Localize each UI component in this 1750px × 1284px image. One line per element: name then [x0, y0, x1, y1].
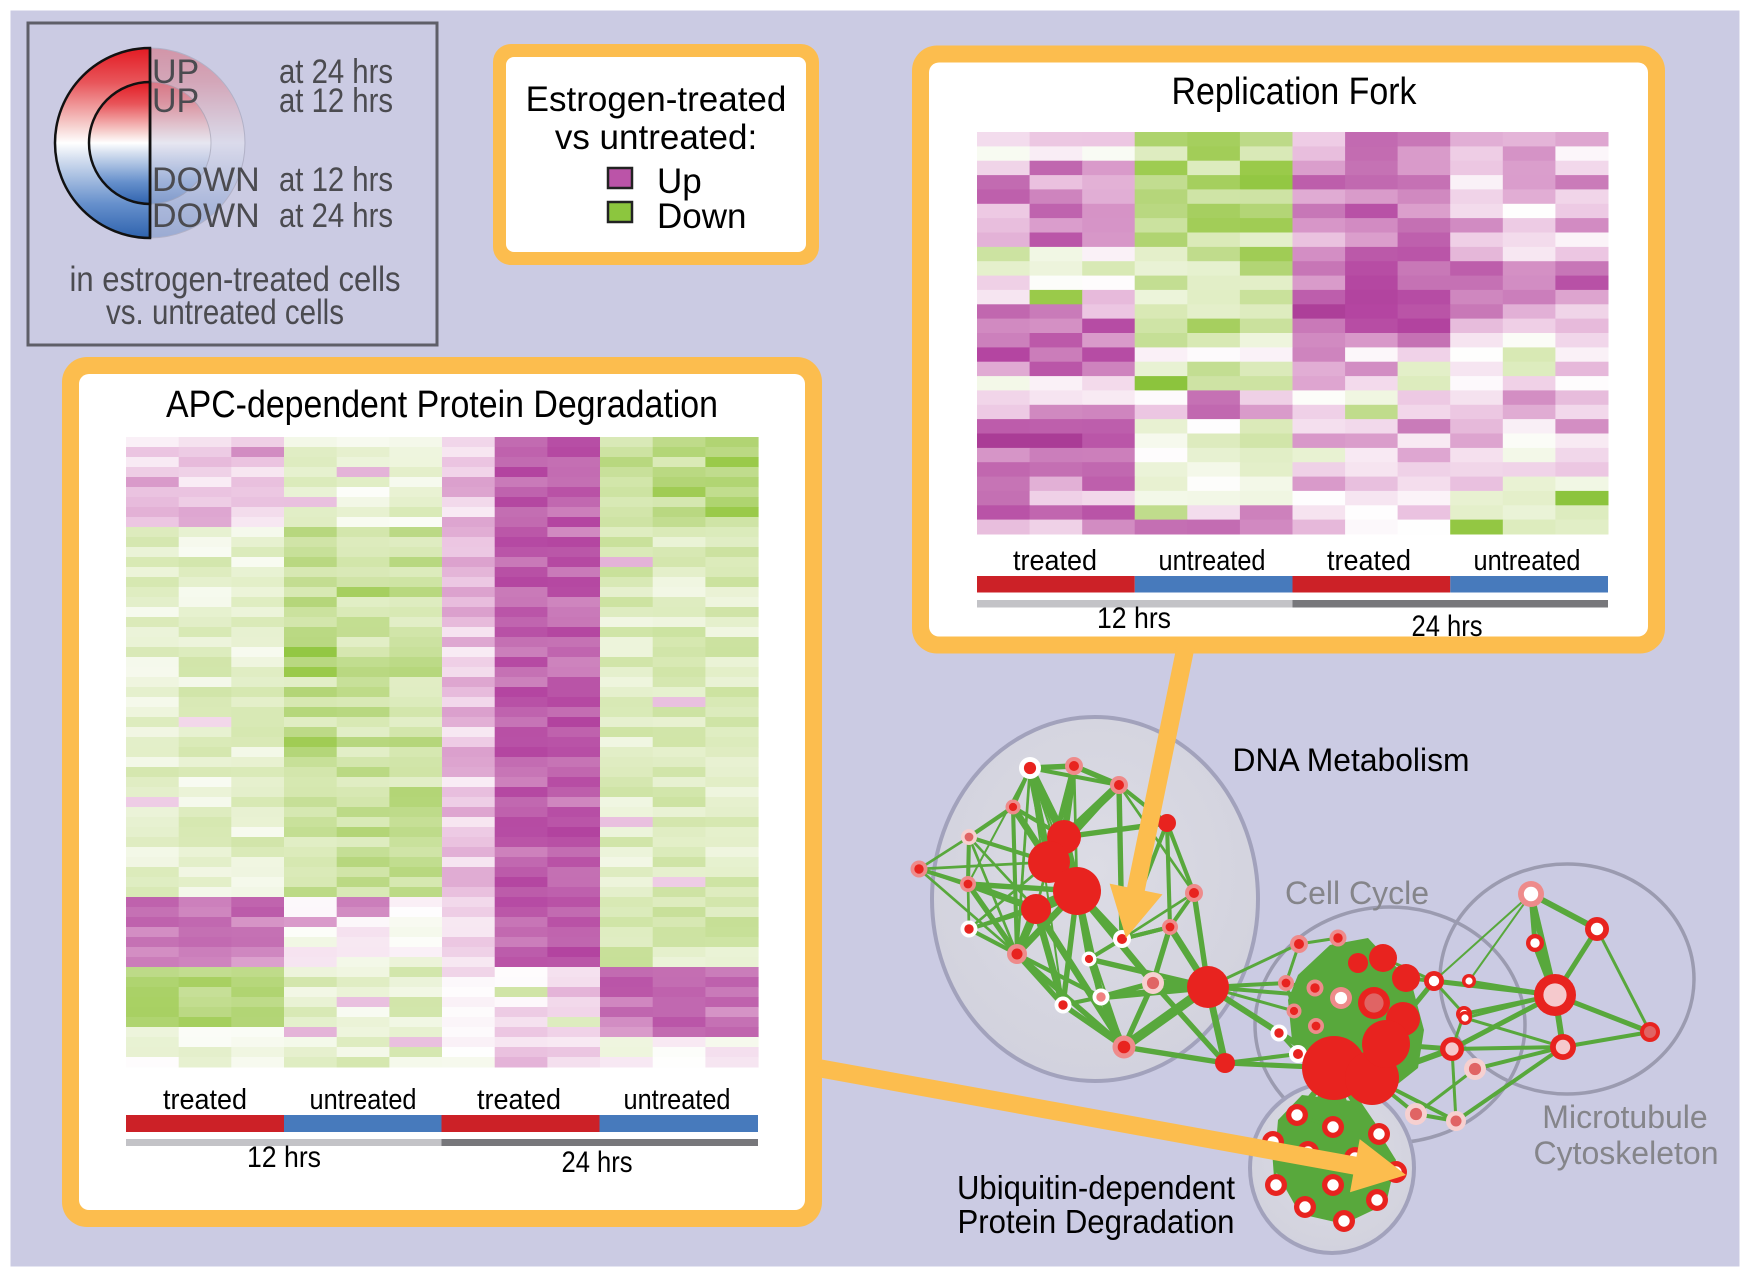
svg-text:untreated: untreated	[310, 1084, 417, 1116]
svg-text:in estrogen-treated cells: in estrogen-treated cells	[70, 260, 401, 299]
svg-text:at 12 hrs: at 12 hrs	[279, 82, 393, 120]
svg-text:Replication Fork: Replication Fork	[1172, 71, 1418, 113]
svg-text:12 hrs: 12 hrs	[1097, 602, 1171, 635]
svg-text:APC-dependent Protein Degradat: APC-dependent Protein Degradation	[166, 384, 718, 426]
svg-text:DNA Metabolism: DNA Metabolism	[1233, 742, 1470, 778]
svg-text:treated: treated	[163, 1084, 247, 1116]
svg-text:24 hrs: 24 hrs	[562, 1146, 633, 1179]
svg-text:treated: treated	[1327, 545, 1411, 577]
svg-text:DOWN: DOWN	[152, 197, 260, 235]
svg-text:UP: UP	[152, 53, 199, 91]
svg-text:Microtubule: Microtubule	[1542, 1099, 1707, 1135]
svg-text:12 hrs: 12 hrs	[247, 1141, 321, 1174]
svg-text:UP: UP	[152, 82, 199, 120]
svg-text:at 24 hrs: at 24 hrs	[279, 197, 393, 235]
svg-text:Cell Cycle: Cell Cycle	[1285, 875, 1429, 911]
svg-text:vs untreated:: vs untreated:	[555, 118, 757, 157]
svg-text:Down: Down	[657, 197, 746, 236]
svg-text:untreated: untreated	[1474, 545, 1581, 577]
svg-text:at 12 hrs: at 12 hrs	[279, 161, 393, 199]
svg-text:Up: Up	[657, 162, 702, 201]
svg-text:untreated: untreated	[624, 1084, 731, 1116]
svg-text:treated: treated	[477, 1084, 561, 1116]
svg-text:treated: treated	[1013, 545, 1097, 577]
svg-text:untreated: untreated	[1159, 545, 1266, 577]
svg-text:Estrogen-treated: Estrogen-treated	[526, 80, 787, 119]
svg-text:Protein Degradation: Protein Degradation	[958, 1203, 1235, 1240]
svg-text:vs. untreated cells: vs. untreated cells	[106, 293, 344, 332]
svg-text:24 hrs: 24 hrs	[1412, 610, 1483, 643]
svg-text:DOWN: DOWN	[152, 161, 260, 199]
svg-text:at 24 hrs: at 24 hrs	[279, 53, 393, 91]
svg-text:Ubiquitin-dependent: Ubiquitin-dependent	[957, 1169, 1235, 1206]
svg-text:Cytoskeleton: Cytoskeleton	[1534, 1135, 1719, 1171]
